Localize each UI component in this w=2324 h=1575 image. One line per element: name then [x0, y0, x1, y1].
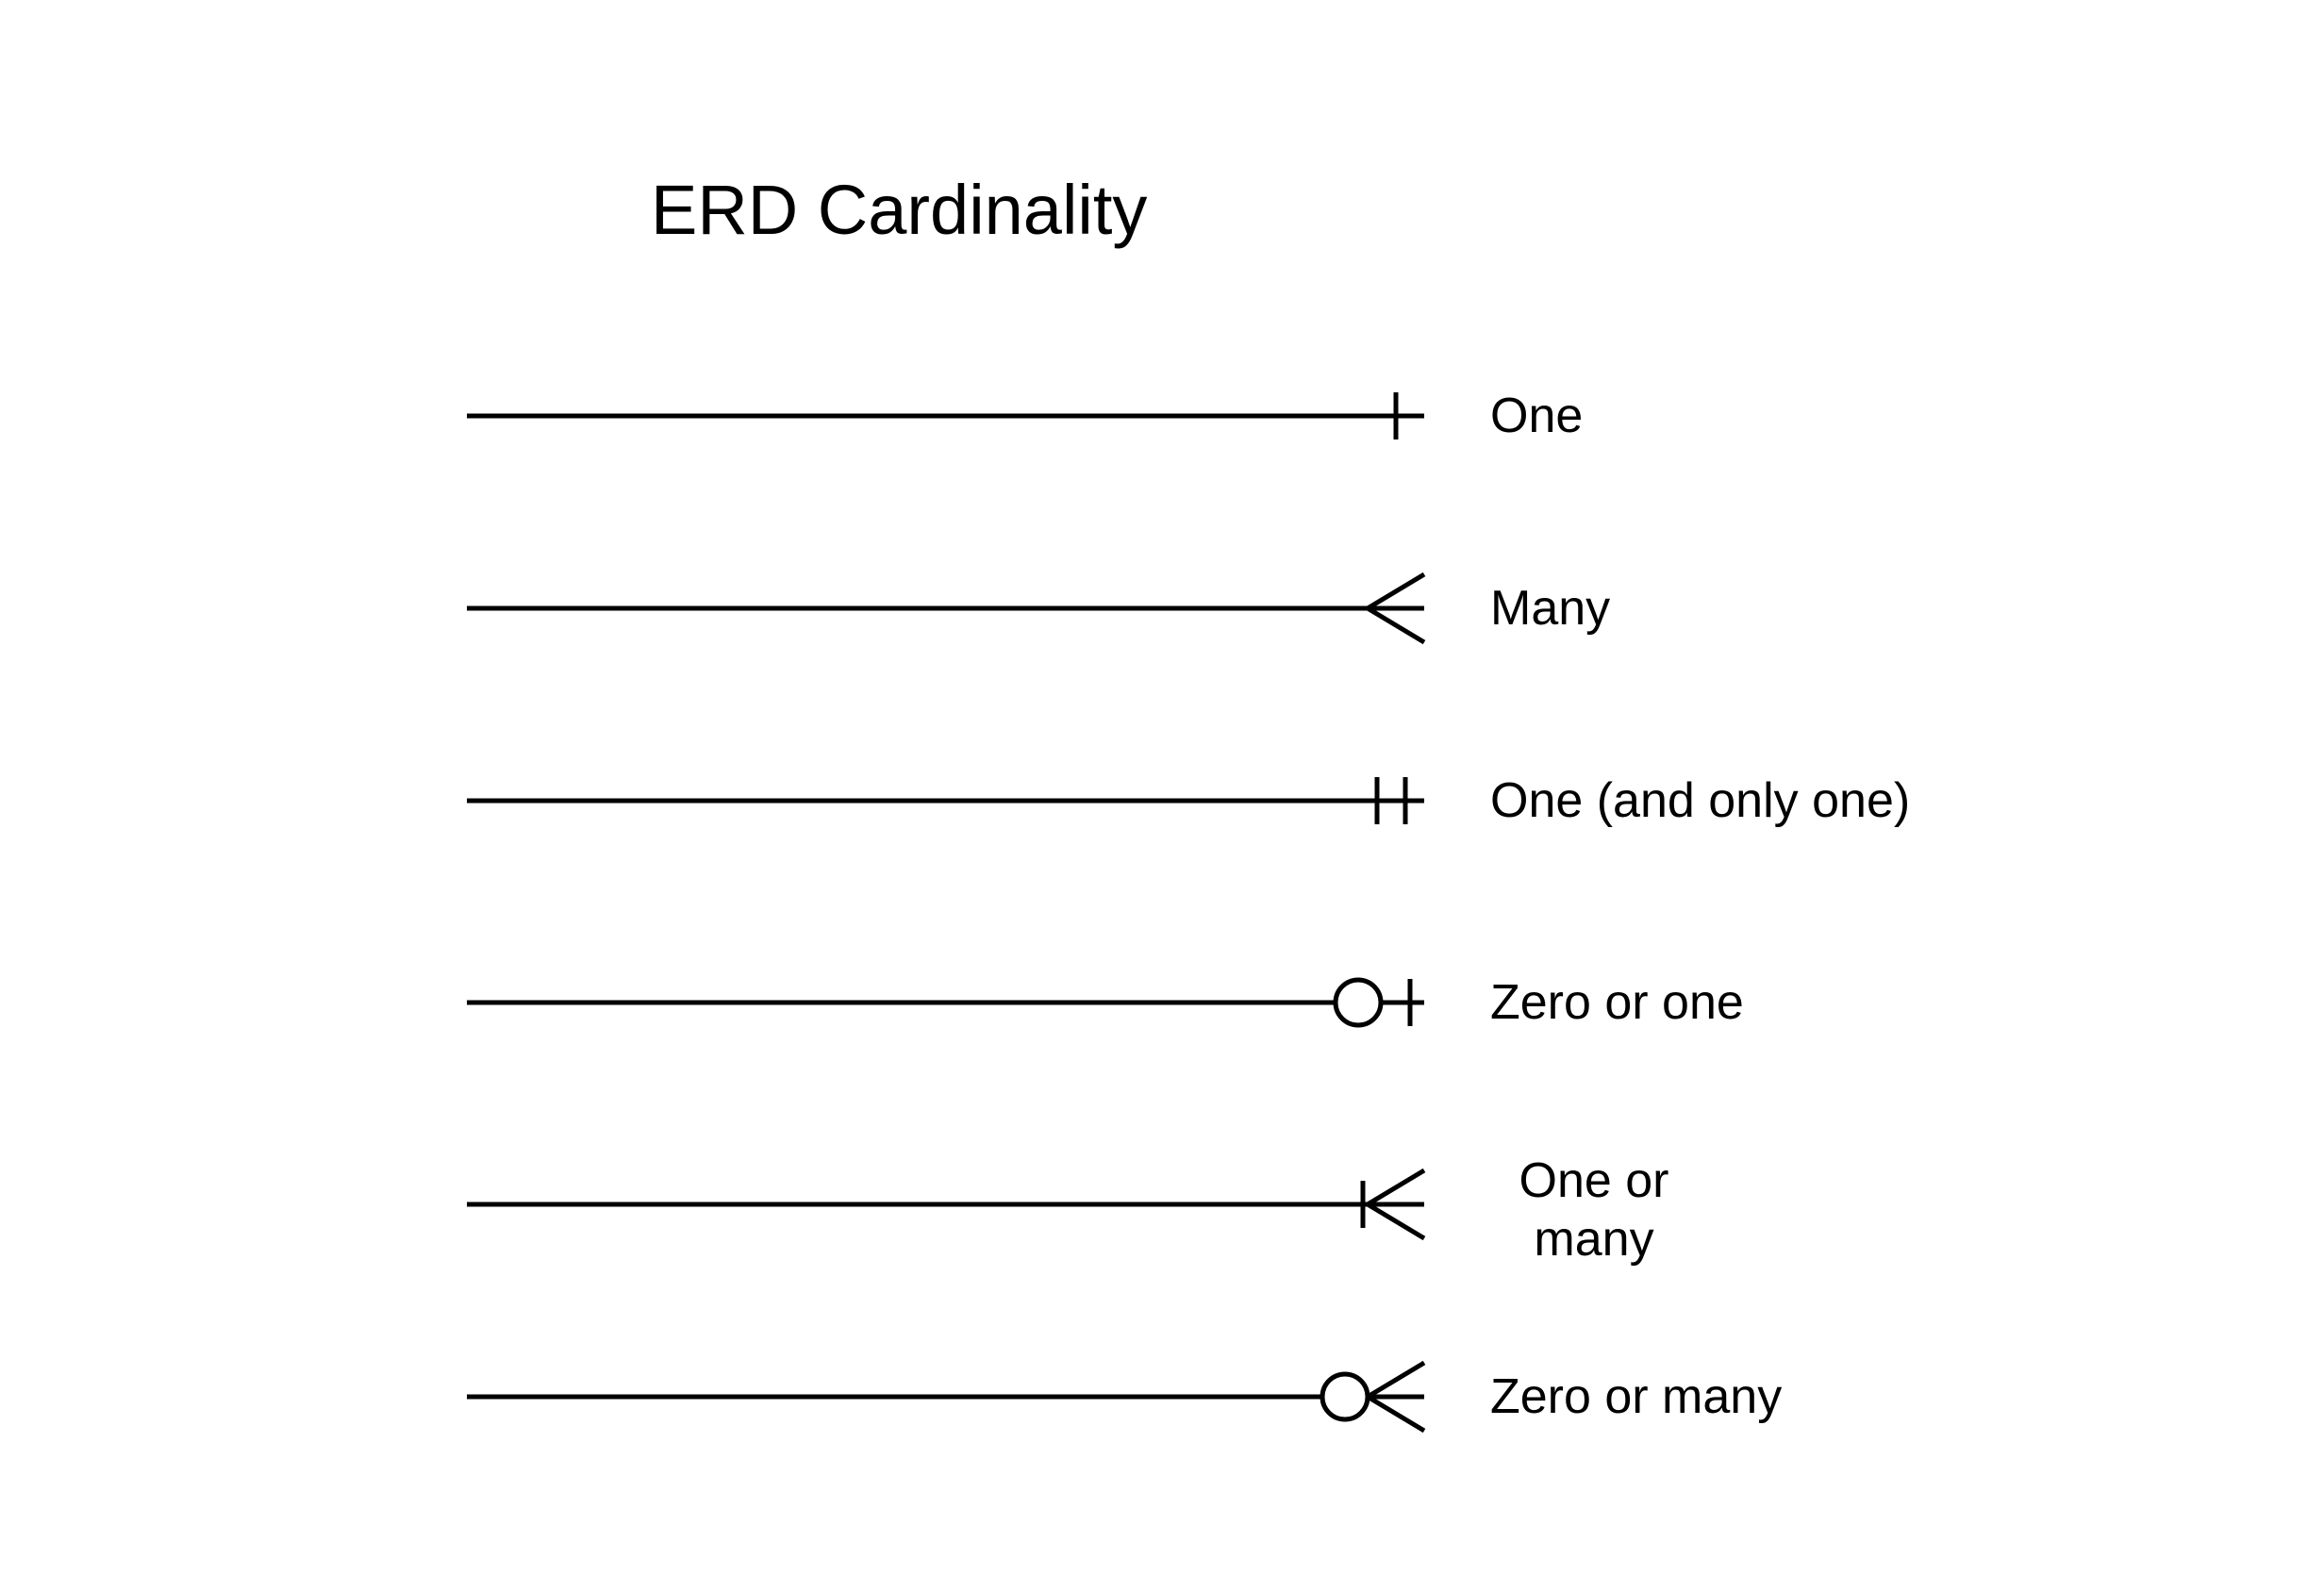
cardinality-row-one-only-one [467, 744, 1519, 857]
cardinality-row-one-or-many [467, 1148, 1519, 1261]
diagram-title: ERD Cardinality [651, 170, 1147, 250]
cardinality-symbol-one-only-one [467, 744, 1519, 857]
cardinality-label: Many [1490, 580, 1610, 637]
cardinality-label: Zero or one [1490, 974, 1744, 1031]
cardinality-symbol-zero-or-one [467, 946, 1519, 1059]
cardinality-label-line1: One or [1490, 1152, 1698, 1210]
cardinality-label: One [1490, 388, 1583, 444]
cardinality-symbol-one-or-many [467, 1148, 1519, 1261]
cardinality-label: Zero or many [1490, 1368, 1782, 1425]
cardinality-label-line2: many [1490, 1210, 1698, 1268]
cardinality-label: One ormany [1490, 1152, 1698, 1269]
cardinality-row-one [467, 359, 1519, 472]
cardinality-row-zero-or-many [467, 1340, 1519, 1453]
cardinality-row-many [467, 552, 1519, 665]
cardinality-symbol-many [467, 552, 1519, 665]
cardinality-row-zero-or-one [467, 946, 1519, 1059]
cardinality-label: One (and only one) [1490, 772, 1910, 829]
cardinality-symbol-zero-or-many [467, 1340, 1519, 1453]
cardinality-symbol-one [467, 359, 1519, 472]
